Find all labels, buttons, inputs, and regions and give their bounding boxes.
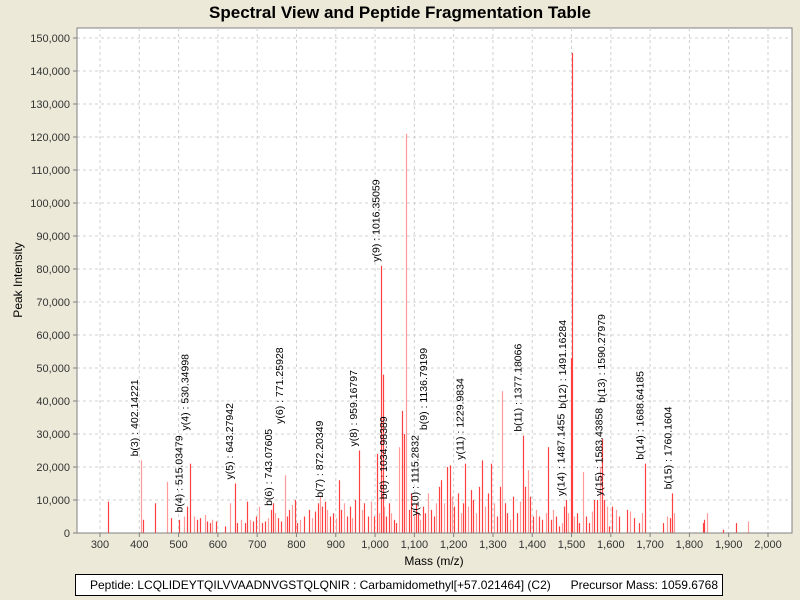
chart-title: Spectral View and Peptide Fragmentation … [209, 3, 591, 22]
x-tick-label: 2,000 [754, 539, 782, 551]
fragment-label: b(3) : 402.14221 [129, 379, 141, 456]
x-tick-label: 900 [327, 539, 345, 551]
y-tick-label: 40,000 [36, 396, 70, 408]
x-tick-label: 1,000 [361, 539, 389, 551]
fragment-label: b(4) : 515.03479 [173, 435, 185, 512]
y-tick-label: 60,000 [36, 330, 70, 342]
fragment-label: b(14) : 1688.64185 [635, 371, 647, 460]
y-tick-label: 20,000 [36, 462, 70, 474]
fragment-label: y(6) : 771.25928 [274, 347, 286, 424]
y-tick-label: 50,000 [36, 363, 70, 375]
x-tick-label: 1,500 [558, 539, 586, 551]
fragment-label: y(9) : 1016.35059 [370, 179, 382, 261]
fragment-label: y(10) : 1115.2832 [409, 435, 421, 516]
fragment-label: b(7) : 872.20349 [314, 420, 326, 497]
fragment-label: y(15) : 1583.43858 [593, 408, 605, 496]
fragment-label: b(9) : 1136.79199 [418, 348, 430, 430]
x-tick-label: 1,100 [401, 539, 429, 551]
y-tick-label: 70,000 [36, 297, 70, 309]
fragment-label: y(11) : 1229.9834 [454, 378, 466, 460]
x-axis-label: Mass (m/z) [404, 554, 463, 568]
y-tick-label: 110,000 [31, 165, 70, 177]
peptide-info-box: Peptide: LCQLIDEYTQILVVAADNVGSTQLQNIR : … [75, 574, 723, 596]
y-tick-label: 10,000 [36, 495, 70, 507]
fragment-label: b(6) : 743.07605 [263, 429, 275, 506]
axes-layer: 0 10,000 20,000 30,000 40,000 50,000 60,000 70,… [30, 28, 792, 551]
precursor-mass-label: Precursor Mass: 1059.6768 [570, 578, 718, 592]
fragment-label: y(5) : 643.27942 [224, 403, 236, 480]
x-tick-label: 600 [209, 539, 227, 551]
x-tick-label: 1,200 [440, 539, 468, 551]
x-tick-label: 1,400 [518, 539, 546, 551]
fragment-label: y(4) : 530.34998 [180, 354, 192, 431]
x-tick-label: 500 [169, 539, 187, 551]
peaks-layer [107, 52, 750, 533]
y-tick-label: 90,000 [36, 231, 70, 243]
y-tick-label: 140,000 [30, 66, 70, 78]
y-tick-label: 130,000 [30, 99, 70, 111]
y-tick-label: 120,000 [30, 132, 70, 144]
fragment-label: y(8) : 959.16797 [348, 370, 360, 447]
x-tick-label: 1,800 [676, 539, 704, 551]
y-axis-label: Peak Intensity [11, 242, 25, 317]
x-tick-label: 1,600 [597, 539, 625, 551]
fragment-label: b(12) : 1491.16284 [557, 320, 569, 409]
y-tick-label: 150,000 [30, 33, 70, 45]
fragment-label: b(8) : 1034.98389 [378, 416, 390, 499]
grid-layer [77, 28, 792, 533]
y-tick-label: 80,000 [36, 264, 70, 276]
fragment-label: b(13) : 1590.27979 [596, 314, 608, 403]
y-tick-label: 0 [64, 528, 70, 540]
plot-area [76, 27, 793, 534]
fragment-label: b(15) : 1760.1604 [663, 406, 675, 489]
x-tick-label: 1,700 [636, 539, 664, 551]
annotations-layer: b(3) : 402.14221 b(4) : 515.03479 y(4) : 5… [129, 179, 675, 516]
x-tick-label: 400 [130, 539, 148, 551]
fragment-label: y(14) : 1487.1455 [555, 414, 567, 496]
x-tick-label: 700 [248, 539, 266, 551]
fragment-label: b(11) : 1377.18066 [512, 344, 524, 432]
peptide-label: Peptide: LCQLIDEYTQILVVAADNVGSTQLQNIR : … [90, 578, 551, 592]
y-tick-label: 100,000 [30, 198, 70, 210]
x-tick-label: 1,900 [715, 539, 743, 551]
y-tick-label: 30,000 [36, 429, 70, 441]
x-tick-label: 1,300 [479, 539, 507, 551]
x-tick-label: 300 [91, 539, 109, 551]
x-tick-label: 800 [287, 539, 305, 551]
